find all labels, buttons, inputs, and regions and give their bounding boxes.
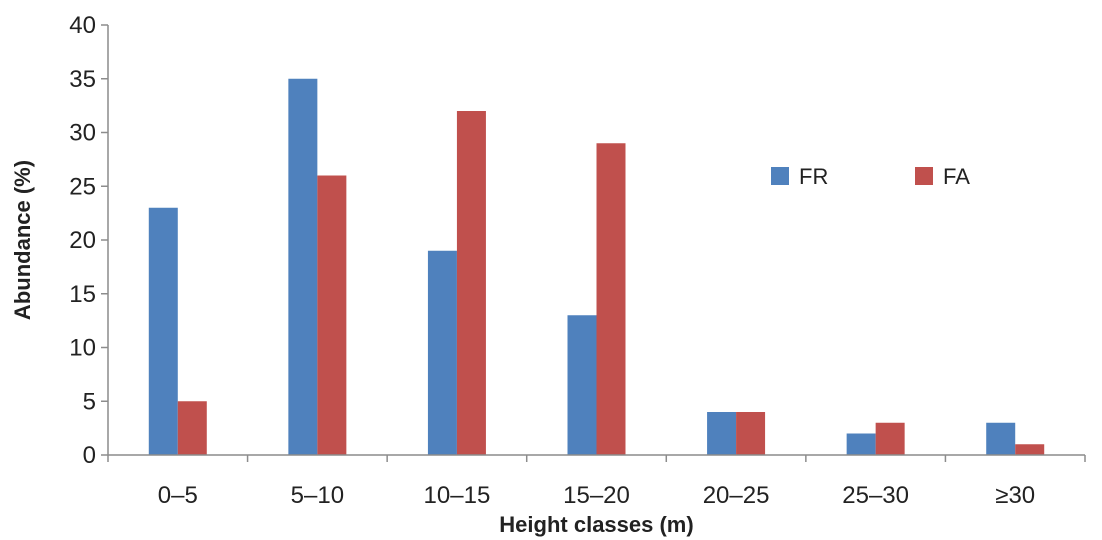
legend-label-fr: FR [799, 164, 828, 189]
x-axis-ticks: 0–5 5–10 10–15 15–20 20–25 25–30 ≥30 [107, 455, 1086, 509]
y-tick-label: 20 [69, 227, 96, 254]
legend-swatch-fa [915, 167, 933, 185]
x-tick-label: 5–10 [291, 482, 344, 509]
bar-fr-6 [986, 422, 1016, 455]
bars-group [148, 78, 1045, 455]
x-tick-label: 10–15 [424, 482, 491, 509]
x-axis-title: Height classes (m) [499, 512, 693, 537]
y-tick-label: 10 [69, 335, 96, 362]
bar-fa-3 [596, 143, 626, 455]
y-tick-label: 40 [69, 12, 96, 39]
legend-label-fa: FA [943, 164, 970, 189]
bar-fr-0 [148, 207, 178, 455]
bar-fr-5 [846, 433, 876, 455]
bar-fa-4 [736, 412, 766, 455]
x-tick-label: 15–20 [563, 482, 630, 509]
y-tick-label: 5 [83, 388, 96, 415]
bar-fa-6 [1015, 444, 1045, 455]
bar-fa-5 [875, 422, 905, 455]
y-axis-title: Abundance (%) [10, 160, 35, 320]
y-tick-label: 15 [69, 281, 96, 308]
legend: FR FA [771, 164, 970, 189]
y-tick-label: 25 [69, 173, 96, 200]
bar-fa-1 [317, 175, 347, 455]
bar-fa-0 [177, 401, 207, 455]
bar-fa-2 [456, 111, 486, 455]
y-tick-label: 30 [69, 120, 96, 147]
x-tick-label: ≥30 [995, 482, 1035, 509]
bar-fr-1 [288, 78, 318, 455]
legend-swatch-fr [771, 167, 789, 185]
bar-fr-2 [427, 250, 457, 455]
x-tick-label: 25–30 [842, 482, 909, 509]
y-tick-label: 0 [83, 442, 96, 469]
y-axis-ticks: 0 5 10 15 20 25 30 35 40 [69, 12, 108, 469]
y-tick-label: 35 [69, 66, 96, 93]
bar-fr-3 [567, 315, 597, 455]
x-tick-label: 0–5 [158, 482, 198, 509]
x-tick-label: 20–25 [703, 482, 770, 509]
bar-fr-4 [707, 412, 737, 455]
